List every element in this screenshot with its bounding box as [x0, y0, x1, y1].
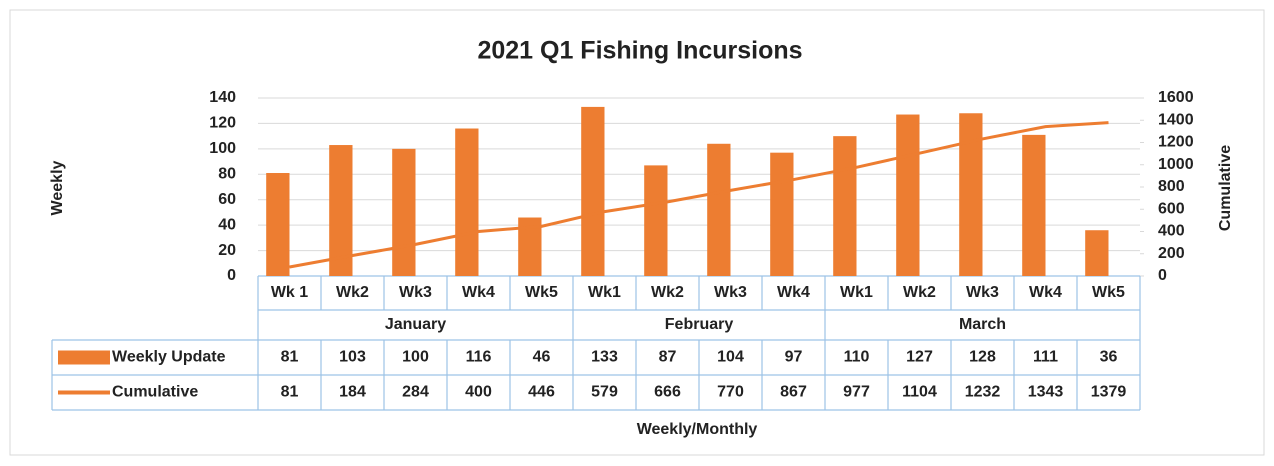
y-tick-label: 80 — [218, 166, 236, 183]
data-label: 111 — [1033, 349, 1058, 366]
bar — [896, 114, 920, 277]
x-tick-label: Wk2 — [651, 284, 684, 301]
data-label: 1379 — [1091, 384, 1127, 401]
data-label: 1104 — [902, 384, 937, 401]
y2-tick-label: 0 — [1158, 267, 1167, 284]
bar — [959, 113, 983, 276]
y-tick-label: 0 — [227, 267, 236, 284]
group-label: February — [665, 316, 734, 333]
x-axis-label: Weekly/Monthly — [637, 421, 758, 438]
x-tick-label: Wk4 — [777, 284, 810, 301]
data-label: 400 — [465, 384, 492, 401]
data-label: 127 — [906, 349, 933, 366]
data-label: 103 — [339, 349, 366, 366]
x-tick-label: Wk3 — [966, 284, 999, 301]
y2-tick-label: 800 — [1158, 178, 1185, 195]
chart-title: 2021 Q1 Fishing Incursions — [477, 37, 802, 65]
x-tick-label: Wk2 — [336, 284, 369, 301]
y2-tick-label: 200 — [1158, 245, 1185, 262]
x-tick-label: Wk4 — [1029, 284, 1062, 301]
bar — [518, 217, 542, 276]
legend-label: Weekly Update — [112, 349, 226, 366]
chart-frame — [9, 9, 1265, 456]
y-tick-label: 140 — [209, 89, 236, 106]
data-label: 46 — [533, 349, 551, 366]
bar — [1022, 134, 1046, 276]
data-label: 867 — [780, 384, 807, 401]
data-label: 81 — [281, 349, 299, 366]
y-tick-label: 120 — [209, 115, 236, 132]
y2-tick-label: 600 — [1158, 200, 1185, 217]
data-label: 100 — [402, 349, 429, 366]
y-tick-label: 40 — [218, 216, 236, 233]
data-label: 666 — [654, 384, 681, 401]
y-tick-label: 100 — [209, 140, 236, 157]
x-tick-label: Wk2 — [903, 284, 936, 301]
x-tick-label: Wk3 — [399, 284, 432, 301]
bar — [329, 145, 353, 276]
x-tick-label: Wk1 — [840, 284, 873, 301]
data-label: 184 — [339, 384, 366, 401]
x-tick-label: Wk4 — [462, 284, 495, 301]
data-label: 1343 — [1028, 384, 1064, 401]
legend-label: Cumulative — [112, 384, 198, 401]
x-tick-label: Wk3 — [714, 284, 747, 301]
data-label: 97 — [785, 349, 803, 366]
group-label: March — [959, 316, 1006, 333]
x-tick-label: Wk1 — [588, 284, 621, 301]
bar — [1085, 230, 1109, 276]
bar — [266, 173, 290, 276]
data-label: 104 — [717, 349, 744, 366]
data-label: 770 — [717, 384, 744, 401]
bar — [644, 165, 668, 276]
data-label: 110 — [844, 349, 870, 366]
y-tick-label: 60 — [218, 191, 236, 208]
data-label: 87 — [659, 349, 677, 366]
x-tick-label: Wk5 — [1092, 284, 1125, 301]
bar — [392, 148, 416, 276]
data-label: 116 — [466, 349, 492, 366]
y2-tick-label: 1000 — [1158, 156, 1194, 173]
data-label: 284 — [402, 384, 429, 401]
bar — [770, 152, 794, 276]
y2-tick-label: 1400 — [1158, 111, 1194, 128]
bar — [707, 143, 731, 276]
y2-tick-label: 1200 — [1158, 134, 1194, 151]
y-axis-label: Weekly — [49, 160, 66, 215]
data-label: 128 — [969, 349, 996, 366]
y2-tick-label: 400 — [1158, 223, 1185, 240]
data-label: 1232 — [965, 384, 1001, 401]
x-tick-label: Wk5 — [525, 284, 558, 301]
legend-key — [58, 350, 110, 365]
data-label: 977 — [843, 384, 870, 401]
data-label: 133 — [591, 349, 618, 366]
bar — [581, 106, 605, 277]
line — [289, 121, 1109, 269]
bar — [455, 128, 479, 276]
group-label: January — [385, 316, 446, 333]
data-label: 36 — [1100, 349, 1118, 366]
bar — [833, 136, 857, 276]
y-tick-label: 20 — [218, 242, 236, 259]
y2-tick-label: 1600 — [1158, 89, 1194, 106]
y2-axis-label: Cumulative — [1217, 145, 1234, 231]
x-tick-label: Wk 1 — [271, 284, 308, 301]
data-label: 81 — [281, 384, 299, 401]
data-label: 579 — [591, 384, 618, 401]
data-label: 446 — [528, 384, 555, 401]
